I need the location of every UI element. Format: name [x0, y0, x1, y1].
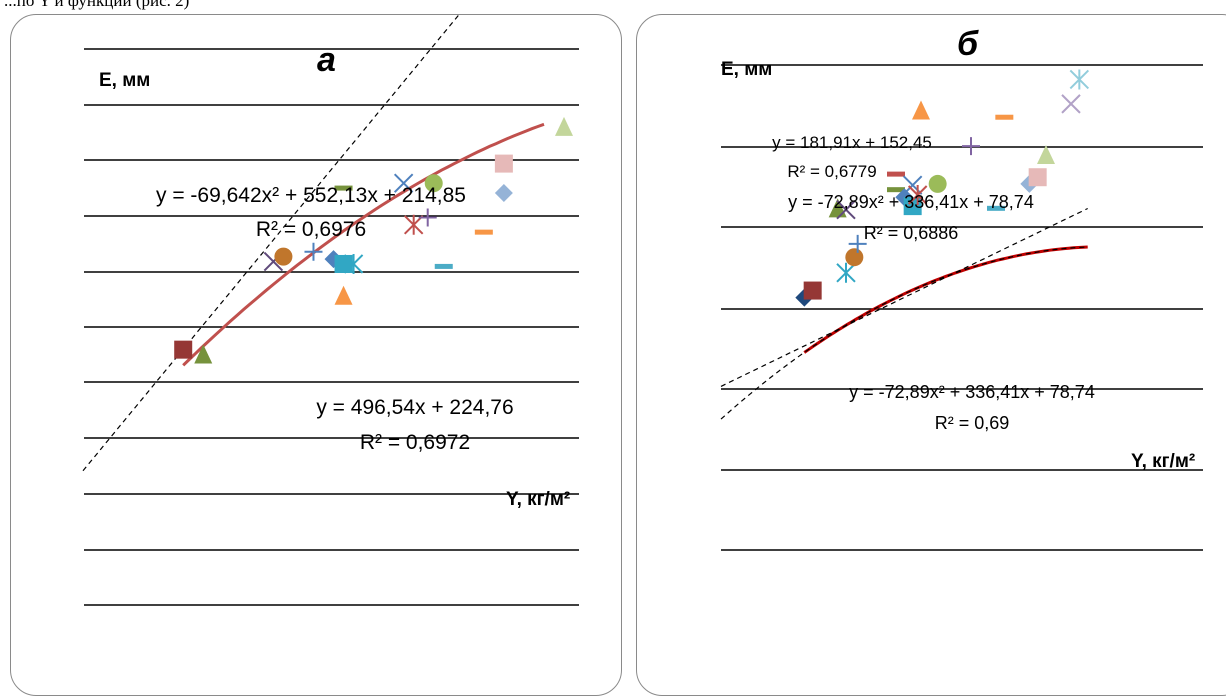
data-point-square: [803, 281, 822, 300]
trendlines: [82, 15, 545, 472]
data-points: [174, 116, 573, 364]
equation-label: y = -72,89x² + 336,41x + 78,74: [849, 382, 1095, 402]
data-point-dash: [887, 171, 905, 177]
data-point-diamond: [324, 250, 343, 269]
data-point-circle: [928, 174, 947, 193]
data-point-triangle: [194, 344, 213, 364]
r2-label: R² = 0,6779: [787, 162, 876, 181]
data-point-star: [1069, 69, 1090, 90]
y-axis-label: E, мм: [99, 70, 150, 91]
data-point-circle: [424, 174, 443, 193]
panel-letter: б: [957, 25, 979, 63]
figure-caption: ...по Y и функции (рис. 2): [4, 0, 190, 10]
data-points: [795, 69, 1090, 307]
trendlines: [720, 207, 1088, 420]
x-axis-label: Y, кг/м²: [1131, 451, 1195, 472]
data-point-star: [907, 185, 928, 205]
trendline-linear: [82, 15, 460, 472]
data-point-x: [836, 199, 856, 220]
data-point-triangle: [912, 100, 930, 120]
data-point-x: [902, 175, 923, 195]
chart-b: E, мм б y = 181,91x + 152,45 R² = 0,6779…: [720, 25, 1203, 551]
panel-letter: а: [317, 41, 336, 79]
data-point-diamond: [494, 183, 513, 202]
chart-a: E, мм а y = -69,642x² + 552,13x + 214,85…: [82, 15, 579, 606]
equation-label: y = -72,89x² + 336,41x + 78,74: [788, 192, 1034, 212]
r2-label: R² = 0,6976: [256, 218, 366, 241]
data-point-dash: [987, 205, 1005, 211]
equation-label: y = 496,54x + 224,76: [316, 396, 513, 419]
equation-label: y = -69,642x² + 552,13x + 214,85: [156, 184, 466, 207]
data-point-square: [1028, 168, 1047, 187]
data-point-square: [334, 254, 353, 273]
equation-label: y = 181,91x + 152,45: [772, 133, 932, 152]
r2-label: R² = 0,6972: [360, 431, 470, 454]
trendline-poly: [720, 246, 1088, 420]
data-point-triangle: [1037, 145, 1055, 164]
data-point-star: [343, 253, 364, 274]
data-point-star: [836, 262, 856, 283]
data-point-dash: [995, 114, 1014, 120]
data-point-dash: [334, 185, 353, 191]
data-point-plus: [418, 208, 437, 227]
chart-panel-b: E, мм б y = 181,91x + 152,45 R² = 0,6779…: [636, 14, 1226, 696]
data-point-square: [174, 340, 193, 359]
data-point-x: [1061, 94, 1081, 114]
data-point-x: [393, 173, 414, 193]
x-axis-label: Y, кг/м²: [506, 489, 570, 510]
data-point-plus: [848, 234, 867, 253]
data-point-dash: [887, 187, 905, 193]
r2-label: R² = 0,69: [935, 413, 1010, 433]
r2-label: R² = 0,6886: [864, 223, 959, 243]
data-point-circle: [274, 247, 293, 266]
data-point-circle: [845, 248, 864, 267]
data-point-plus: [304, 242, 323, 261]
data-point-triangle: [334, 285, 353, 305]
y-axis-label: E, мм: [721, 59, 772, 80]
gridlines: [84, 48, 579, 606]
trendline-poly: [182, 122, 545, 367]
chart-panel-a: E, мм а y = -69,642x² + 552,13x + 214,85…: [10, 14, 622, 696]
data-point-dash: [474, 229, 493, 235]
data-point-triangle: [555, 116, 573, 136]
gridlines: [721, 64, 1203, 551]
trendline-linear: [720, 207, 1088, 387]
data-point-star: [403, 214, 424, 235]
data-point-dash: [434, 263, 453, 269]
data-point-square: [494, 154, 513, 173]
data-point-plus: [962, 137, 980, 156]
